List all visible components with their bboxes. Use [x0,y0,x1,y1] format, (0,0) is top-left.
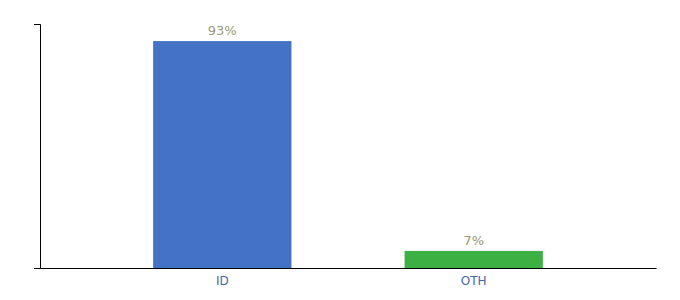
data-labels: 93% 7% [208,23,484,248]
x-tick-label: OTH [461,274,487,288]
chart: ID OTH 93% 7% [0,0,680,300]
x-axis-line [41,268,657,269]
x-tick: ID [216,274,229,288]
bar [405,251,543,268]
x-tick-label: ID [216,274,229,288]
data-label: 93% [208,23,237,38]
y-axis [34,25,41,269]
bars [153,41,543,268]
plot-area: ID OTH 93% 7% [34,23,657,287]
y-axis-line [34,25,41,269]
data-label: 7% [463,233,484,248]
x-axis: ID OTH [41,269,657,288]
bar [153,41,291,268]
x-tick: OTH [461,274,487,288]
